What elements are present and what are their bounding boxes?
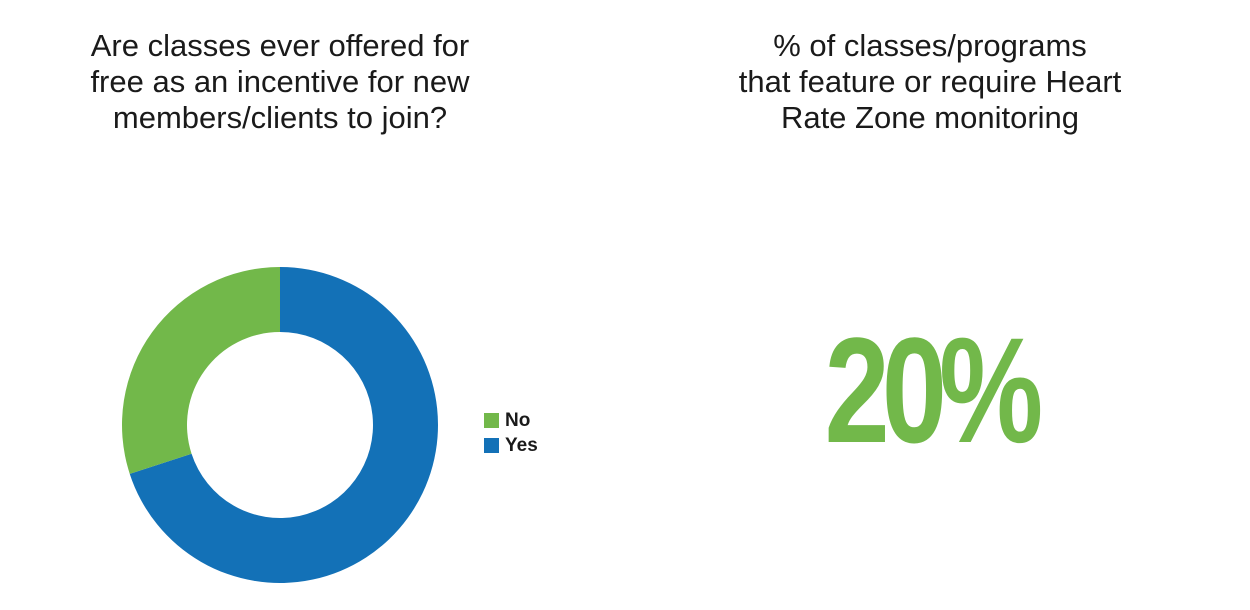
stat-title: % of classes/programs that feature or re… <box>690 28 1170 136</box>
legend-item-no: No <box>484 408 538 433</box>
title-line: Rate Zone monitoring <box>780 100 1080 135</box>
title-line: that feature or require Heart <box>738 64 1122 99</box>
title-line: Are classes ever offered for <box>90 28 470 63</box>
donut-slice-yes <box>129 267 438 583</box>
donut-slice-no <box>121 267 280 474</box>
legend-swatch-yes <box>484 438 499 453</box>
title-line: % of classes/programs <box>773 28 1087 63</box>
legend-label-yes: Yes <box>505 434 538 456</box>
legend-label-no: No <box>505 409 531 431</box>
big-stat-value: 20% <box>824 306 1044 474</box>
donut-chart-title: Are classes ever offered for free as an … <box>40 28 520 136</box>
title-line: members/clients to join? <box>112 100 448 135</box>
legend-item-yes: Yes <box>484 433 538 458</box>
title-line: free as an incentive for new <box>90 64 470 99</box>
donut-chart <box>121 267 438 583</box>
legend-swatch-no <box>484 413 499 428</box>
chart-legend: No Yes <box>484 408 538 458</box>
